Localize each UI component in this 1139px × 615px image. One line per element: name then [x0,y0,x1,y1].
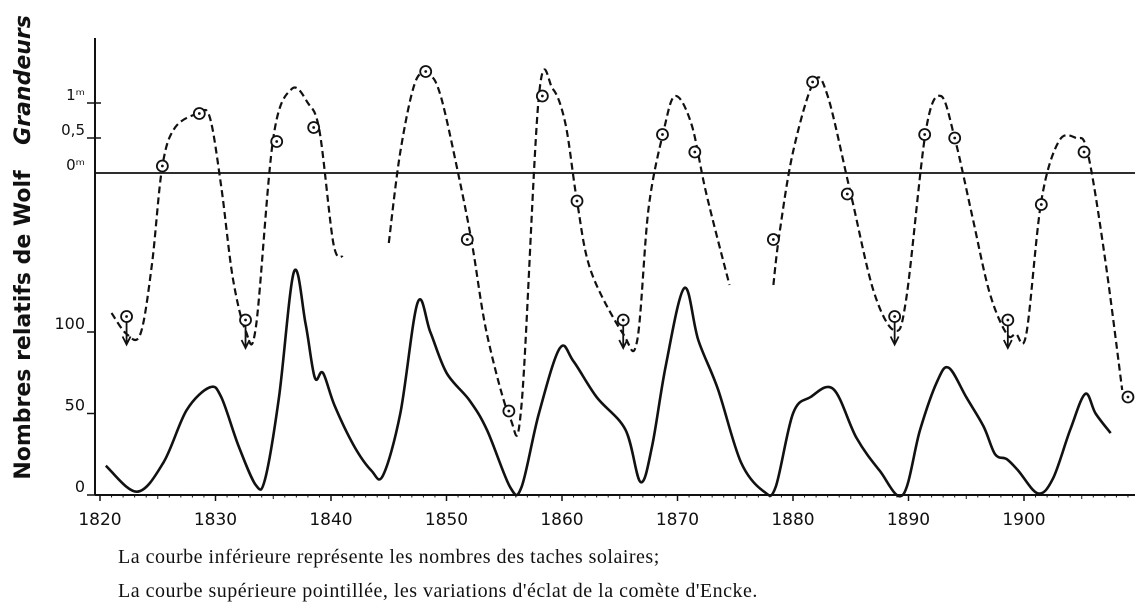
x-tick-label: 1840 [309,510,352,530]
observation-marker-dot [1126,395,1130,399]
x-tick-label: 1900 [1002,510,1045,530]
upper-y-tick-label: 1ᵐ [66,86,85,104]
observation-marker-dot [1006,318,1010,322]
x-tick-label: 1820 [78,510,121,530]
chart-area: 1820 1830 1840 1850 1860 1870 1880 1890 1900 0 50 1… [11,15,1135,530]
observation-marker-dot [197,112,201,115]
lower-y-tick-label: 0 [75,477,85,496]
arrow-head-icon [618,339,629,351]
caption-line-1: La courbe inférieure représente les nomb… [118,546,660,568]
lower-curve-group [104,268,1112,498]
x-tick-label: 1830 [194,510,237,530]
observation-marker-dot [424,70,428,73]
observation-marker-dot [621,318,625,322]
observation-marker-dot [1039,203,1043,206]
comet-brightness-curve-segment [387,68,731,437]
observation-marker-dot [312,126,316,129]
upper-axis-label: Grandeurs [11,15,36,145]
comet-brightness-curve-segment [110,86,344,346]
x-tick-label: 1870 [656,510,699,530]
arrow-head-icon [1003,339,1013,351]
observation-marker-dot [953,136,957,140]
observation-marker-dot [160,164,164,168]
upper-y-tick-label: 0,5 [61,121,85,139]
x-tick-label: 1890 [887,510,930,530]
observation-marker-dot [540,94,544,98]
x-tick-label: 1880 [771,510,814,530]
observation-marker-dot [575,199,579,203]
x-tick-label: 1860 [540,510,583,530]
observation-marker-dot [693,150,697,154]
chart-axes [87,38,1135,501]
observation-marker-dot [275,140,279,143]
x-tick-label: 1850 [425,510,468,530]
upper-y-tick-label: 0ᵐ [66,156,85,174]
observation-marker-dot [125,315,128,318]
observation-marker-dot [507,409,511,413]
chart-labels: 1820 1830 1840 1850 1860 1870 1880 1890 1900 0 50 1… [11,15,1046,530]
observation-marker-dot [771,238,775,241]
upper-curve-group [110,65,1135,437]
observation-marker-dot [845,192,849,196]
lower-y-tick-label: 100 [54,314,85,333]
wolf-number-curve [104,268,1112,498]
arrow-head-icon [240,339,251,351]
observation-marker-dot [893,315,897,318]
caption-line-2: La courbe supérieure pointillée, les var… [118,580,758,602]
lower-axis-label: Nombres relatifs de Wolf [11,170,36,480]
observation-marker-dot [661,133,664,136]
arrow-head-icon [889,336,900,347]
arrow-head-icon [121,336,132,347]
observation-marker-dot [1082,150,1086,154]
observation-marker-dot [923,133,927,136]
observation-marker-dot [465,238,469,241]
comet-brightness-curve-segment [772,76,1124,391]
observation-marker-dot [244,318,247,322]
observation-marker-dot [811,80,815,84]
lower-y-tick-label: 50 [65,396,85,415]
